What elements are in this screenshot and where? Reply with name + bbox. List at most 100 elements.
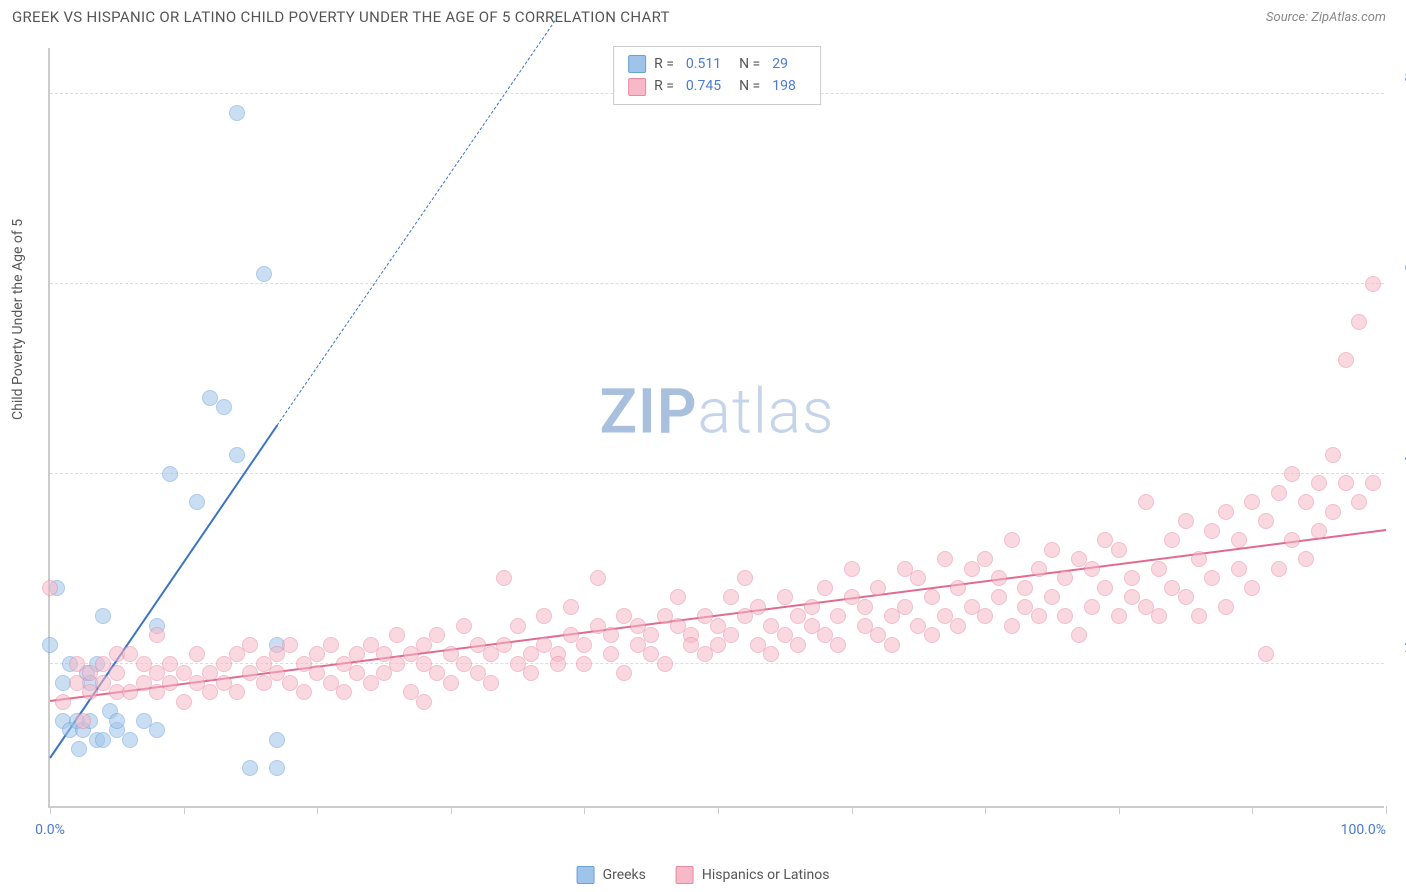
chart-title: GREEK VS HISPANIC OR LATINO CHILD POVERT… [12,8,670,26]
data-point [817,580,833,596]
data-point [1031,608,1047,624]
data-point [483,675,499,691]
legend-swatch [628,78,646,96]
data-point [1351,314,1367,330]
data-point [242,637,258,653]
data-point [563,599,579,615]
data-point [1311,475,1327,491]
data-point [189,494,205,510]
x-tick [451,806,452,814]
data-point [1244,580,1260,596]
data-point [269,732,285,748]
legend-item: Greeks [577,866,646,884]
data-point [269,760,285,776]
data-point [804,599,820,615]
data-point [924,627,940,643]
data-point [42,580,58,596]
data-point [910,570,926,586]
data-point [550,656,566,672]
data-point [1071,627,1087,643]
trend-line-dashed [277,17,558,426]
data-point [109,665,125,681]
data-point [1017,580,1033,596]
data-point [790,637,806,653]
data-point [523,665,539,681]
data-point [1231,532,1247,548]
data-point [576,656,592,672]
data-point [216,399,232,415]
data-point [1151,561,1167,577]
n-value: 198 [772,75,796,97]
gridline [50,663,1384,664]
data-point [1097,580,1113,596]
legend-swatch [577,866,595,884]
data-point [510,618,526,634]
legend-stats-row: R =0.511N =29 [628,53,806,75]
data-point [950,580,966,596]
x-tick-label: 0.0% [35,822,65,838]
data-point [1178,513,1194,529]
data-point [1351,494,1367,510]
data-point [296,684,312,700]
data-point [870,580,886,596]
data-point [576,637,592,653]
data-point [1057,608,1073,624]
data-point [750,599,766,615]
data-point [75,713,91,729]
source-label: Source: ZipAtlas.com [1266,10,1386,25]
data-point [603,627,619,643]
data-point [643,627,659,643]
data-point [456,618,472,634]
data-point [496,637,512,653]
data-point [1084,561,1100,577]
data-point [1111,608,1127,624]
data-point [149,722,165,738]
data-point [1138,494,1154,510]
legend-swatch [628,55,646,73]
data-point [1258,646,1274,662]
data-point [149,627,165,643]
data-point [991,589,1007,605]
data-point [723,589,739,605]
data-point [950,618,966,634]
data-point [95,608,111,624]
data-point [1271,485,1287,501]
r-label: R = [654,53,674,75]
data-point [1284,532,1300,548]
data-point [416,694,432,710]
data-point [229,105,245,121]
data-point [737,570,753,586]
data-point [162,466,178,482]
data-point [336,684,352,700]
x-tick [184,806,185,814]
data-point [1204,523,1220,539]
data-point [830,608,846,624]
data-point [1325,504,1341,520]
gridline [50,283,1384,284]
data-point [1191,608,1207,624]
legend-stats-row: R =0.745N =198 [628,75,806,97]
data-point [1298,494,1314,510]
legend-label: Greeks [603,867,646,883]
data-point [1151,608,1167,624]
data-point [1365,475,1381,491]
data-point [977,551,993,567]
data-point [323,637,339,653]
stats-legend: R =0.511N =29R =0.745N =198 [613,46,821,105]
data-point [176,694,192,710]
data-point [1284,466,1300,482]
data-point [229,684,245,700]
r-label: R = [654,75,674,97]
data-point [122,732,138,748]
data-point [1044,542,1060,558]
data-point [1365,276,1381,292]
data-point [977,608,993,624]
x-tick [584,806,585,814]
legend-item: Hispanics or Latinos [676,866,830,884]
data-point [1178,589,1194,605]
data-point [242,760,258,776]
data-point [884,637,900,653]
data-point [1004,532,1020,548]
scatter-chart: ZIPatlas R =0.511N =29R =0.745N =198 20.… [48,48,1384,808]
legend-swatch [676,866,694,884]
